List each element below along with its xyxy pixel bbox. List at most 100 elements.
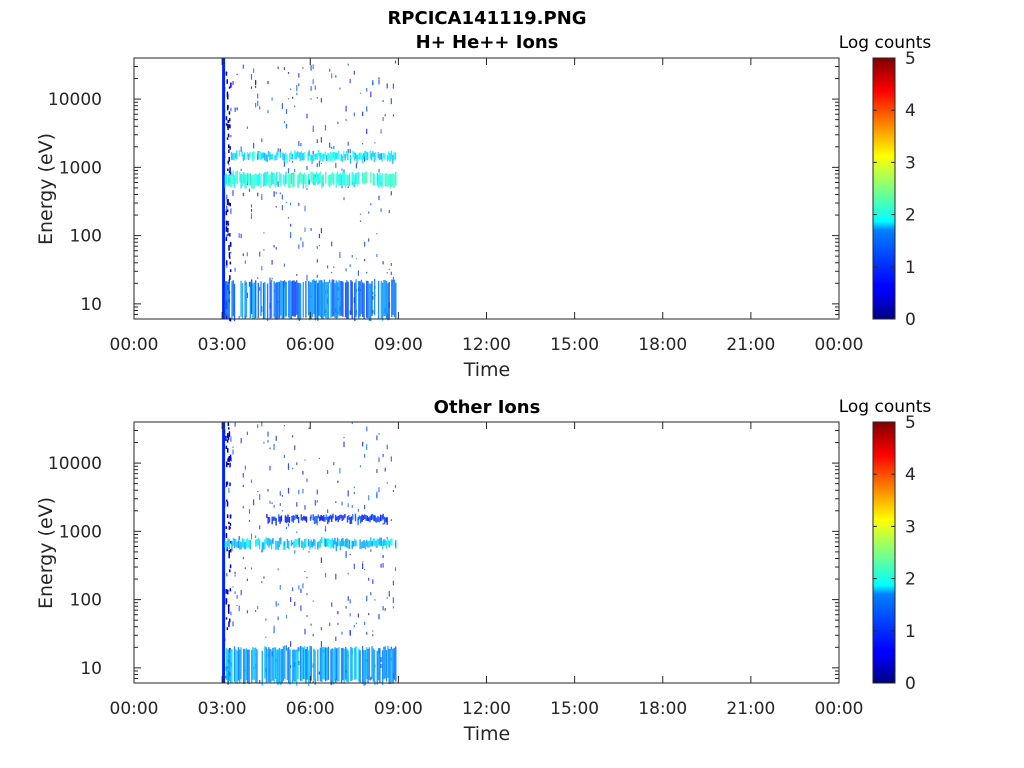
spectrogram-cell — [385, 281, 388, 319]
spectrogram-cell — [297, 647, 299, 680]
spectrogram-cell — [366, 426, 368, 432]
spectrogram-cell — [364, 241, 366, 247]
spectrogram-cell — [298, 73, 300, 78]
spectrogram-cell — [352, 540, 355, 547]
spectrogram-cell — [225, 220, 228, 226]
spectrogram-cell — [313, 173, 315, 186]
spectrogram-cell — [343, 540, 345, 547]
spectrogram-cell — [296, 514, 298, 519]
spectrogram-cell — [230, 107, 232, 112]
spectrogram-cell — [236, 107, 238, 111]
spectrogram-cell — [342, 515, 345, 520]
spectrogram-cell — [310, 171, 312, 183]
spectrogram-cell — [312, 600, 314, 602]
spectrogram-cell — [313, 539, 315, 546]
spectrogram-cell — [386, 83, 388, 89]
spectrogram-cell — [372, 296, 374, 300]
spectrogram-cell — [263, 249, 265, 251]
spectrogram-cell — [319, 171, 322, 184]
spectrogram-cell — [316, 259, 318, 263]
spectrogram-cell — [328, 153, 330, 160]
spectrogram-cell — [350, 516, 353, 524]
spectrogram-cell — [226, 91, 229, 97]
spectrogram-cell — [288, 517, 291, 523]
spectrogram-cell — [298, 537, 300, 548]
spectrogram-cell — [346, 538, 348, 548]
spectrogram-cell — [290, 151, 292, 160]
spectrogram-cell — [349, 613, 351, 617]
spectrogram-cell — [296, 650, 298, 686]
spectrogram-cell — [292, 172, 294, 188]
colorbar-tick-label: 5 — [905, 413, 916, 433]
spectrogram-cell — [225, 123, 228, 126]
spectrogram-cell — [317, 649, 319, 682]
spectrogram-cell — [231, 281, 233, 320]
spectrogram-cells — [222, 421, 397, 686]
spectrogram-cell — [277, 603, 279, 606]
x-tick-label: 15:00 — [550, 699, 599, 719]
spectrogram-cell — [227, 604, 230, 610]
spectrogram-cell — [255, 85, 257, 88]
spectrogram-cell — [392, 83, 394, 89]
spectrogram-cell — [315, 153, 317, 160]
spectrogram-cell — [330, 282, 332, 318]
spectrogram-cell — [277, 541, 279, 548]
spectrogram-cell — [362, 563, 364, 569]
spectrogram-cell — [321, 175, 323, 189]
spectrogram-cell — [248, 153, 250, 160]
colorbar-tick-label: 3 — [905, 153, 916, 173]
spectrogram-cell — [225, 526, 227, 530]
x-tick-label: 12:00 — [462, 699, 511, 719]
spectrogram-cell — [227, 220, 229, 224]
spectrogram-cell — [286, 154, 288, 164]
spectrogram-cell — [287, 523, 290, 527]
spectrogram-cell — [262, 282, 265, 320]
spectrogram-cell — [313, 279, 315, 315]
spectrogram-cell — [363, 540, 365, 548]
spectrogram-cell — [277, 281, 279, 319]
spectrogram-cell — [306, 593, 308, 596]
spectrogram-cell — [225, 281, 228, 317]
spectrogram-cell — [243, 172, 245, 184]
spectrogram-cell — [378, 433, 380, 435]
spectrogram-cell — [273, 191, 275, 197]
spectrogram-cell — [349, 517, 351, 525]
spectrogram-cell — [305, 174, 307, 188]
spectrogram-cell — [329, 142, 331, 149]
spectrogram-cell — [232, 586, 234, 588]
spectrogram-cell — [320, 227, 322, 234]
spectrogram-cell — [292, 515, 294, 523]
spectrogram-cell — [340, 538, 343, 547]
colorbar-tick-label: 2 — [905, 206, 916, 226]
spectrogram-cell — [315, 280, 318, 319]
spectrogram-cell — [366, 271, 368, 274]
spectrogram-cell — [229, 275, 231, 280]
spectrogram-cell — [321, 280, 323, 319]
spectrogram-cell — [243, 648, 245, 684]
spectrogram-cell — [366, 647, 368, 679]
spectrogram-cell — [264, 172, 266, 186]
spectrogram-cell — [331, 152, 333, 162]
spectrogram-cell — [248, 173, 250, 185]
spectrogram-cell — [383, 646, 385, 680]
spectrogram-cell — [342, 171, 344, 186]
spectrogram-cell — [344, 282, 347, 318]
spectrogram-cell — [380, 537, 382, 546]
spectrogram-cell — [246, 252, 248, 257]
spectrogram-cell — [363, 283, 365, 319]
spectrogram-cell — [382, 117, 384, 122]
x-tick-label: 03:00 — [198, 335, 247, 355]
spectrogram-cell — [298, 489, 300, 495]
spectrogram-cell — [297, 517, 300, 524]
spectrogram-cell — [347, 175, 349, 187]
x-tick-label: 03:00 — [198, 699, 247, 719]
spectrogram-cell — [257, 192, 259, 197]
spectrogram-cell — [343, 197, 345, 201]
spectrogram-cell — [265, 537, 267, 545]
spectrogram-cell — [345, 554, 347, 558]
spectrogram-cell — [370, 514, 372, 521]
spectrogram-cell — [353, 112, 355, 117]
spectrogram-cell — [357, 613, 359, 618]
spectrogram-cell — [297, 282, 299, 320]
spectrogram-cell — [309, 541, 311, 550]
